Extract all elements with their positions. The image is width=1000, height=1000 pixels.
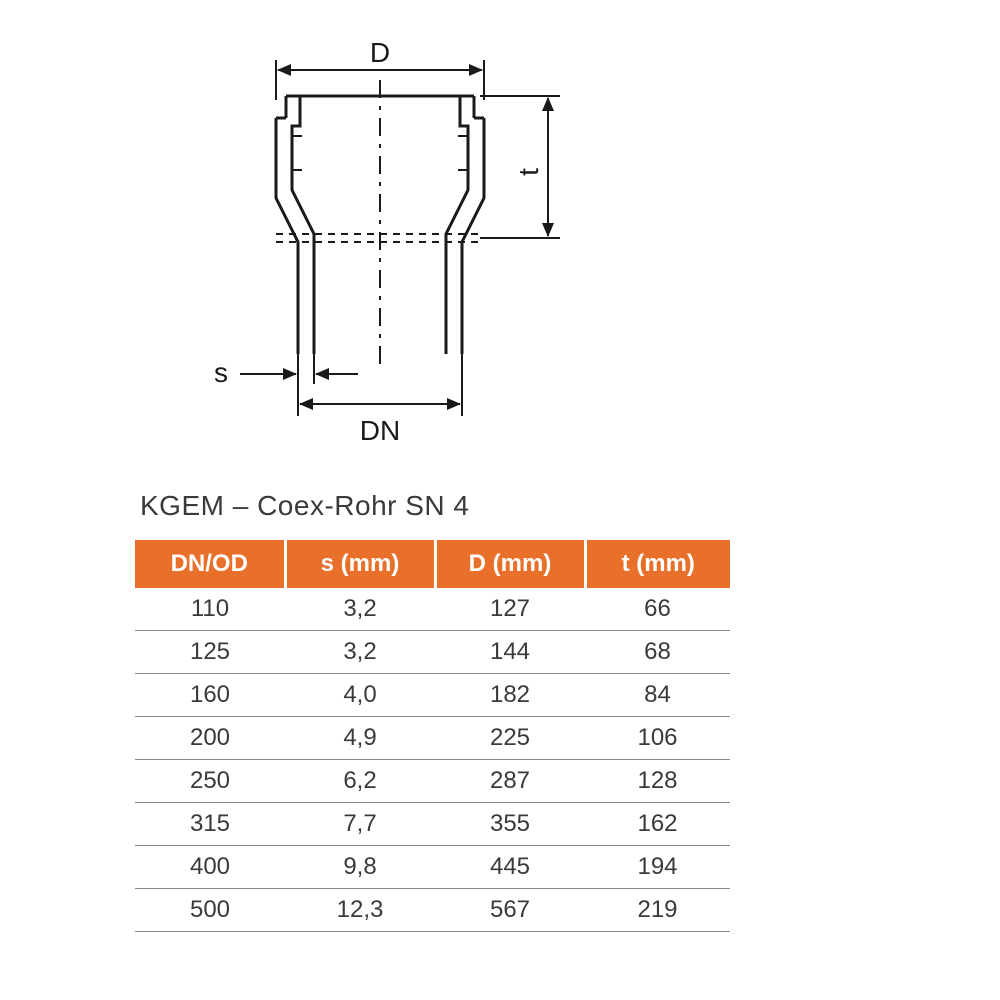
table-cell: 250 [135, 760, 285, 803]
table-cell: 219 [585, 889, 730, 932]
table-cell: 160 [135, 674, 285, 717]
table-cell: 9,8 [285, 846, 435, 889]
spec-table: DN/OD s (mm) D (mm) t (mm) 1103,21276612… [135, 540, 730, 932]
table-row: 2004,9225106 [135, 717, 730, 760]
col-header-d: D (mm) [435, 540, 585, 588]
col-header-dnod: DN/OD [135, 540, 285, 588]
table-title: KGEM – Coex-Rohr SN 4 [140, 490, 470, 522]
label-d: D [370, 40, 390, 68]
table-cell: 162 [585, 803, 730, 846]
table-header-row: DN/OD s (mm) D (mm) t (mm) [135, 540, 730, 588]
table-cell: 3,2 [285, 588, 435, 631]
table-cell: 500 [135, 889, 285, 932]
table-cell: 4,0 [285, 674, 435, 717]
label-s: s [214, 357, 228, 388]
table-cell: 127 [435, 588, 585, 631]
table-cell: 445 [435, 846, 585, 889]
table-cell: 125 [135, 631, 285, 674]
table-cell: 12,3 [285, 889, 435, 932]
table-cell: 106 [585, 717, 730, 760]
table-row: 1103,212766 [135, 588, 730, 631]
table-row: 50012,3567219 [135, 889, 730, 932]
table-row: 4009,8445194 [135, 846, 730, 889]
table-cell: 66 [585, 588, 730, 631]
table-cell: 6,2 [285, 760, 435, 803]
table-cell: 68 [585, 631, 730, 674]
table-row: 1253,214468 [135, 631, 730, 674]
table-cell: 315 [135, 803, 285, 846]
table-cell: 84 [585, 674, 730, 717]
table-row: 2506,2287128 [135, 760, 730, 803]
table-cell: 200 [135, 717, 285, 760]
col-header-s: s (mm) [285, 540, 435, 588]
label-dn: DN [360, 415, 400, 446]
table-cell: 225 [435, 717, 585, 760]
table-cell: 128 [585, 760, 730, 803]
table-cell: 194 [585, 846, 730, 889]
technical-diagram: D t DN s [180, 40, 680, 460]
table-cell: 144 [435, 631, 585, 674]
table-cell: 567 [435, 889, 585, 932]
table-cell: 3,2 [285, 631, 435, 674]
table-cell: 400 [135, 846, 285, 889]
table-cell: 182 [435, 674, 585, 717]
table-cell: 355 [435, 803, 585, 846]
table-cell: 4,9 [285, 717, 435, 760]
table-row: 1604,018284 [135, 674, 730, 717]
table-cell: 287 [435, 760, 585, 803]
table-cell: 7,7 [285, 803, 435, 846]
table-cell: 110 [135, 588, 285, 631]
table-row: 3157,7355162 [135, 803, 730, 846]
label-t: t [513, 168, 544, 176]
col-header-t: t (mm) [585, 540, 730, 588]
